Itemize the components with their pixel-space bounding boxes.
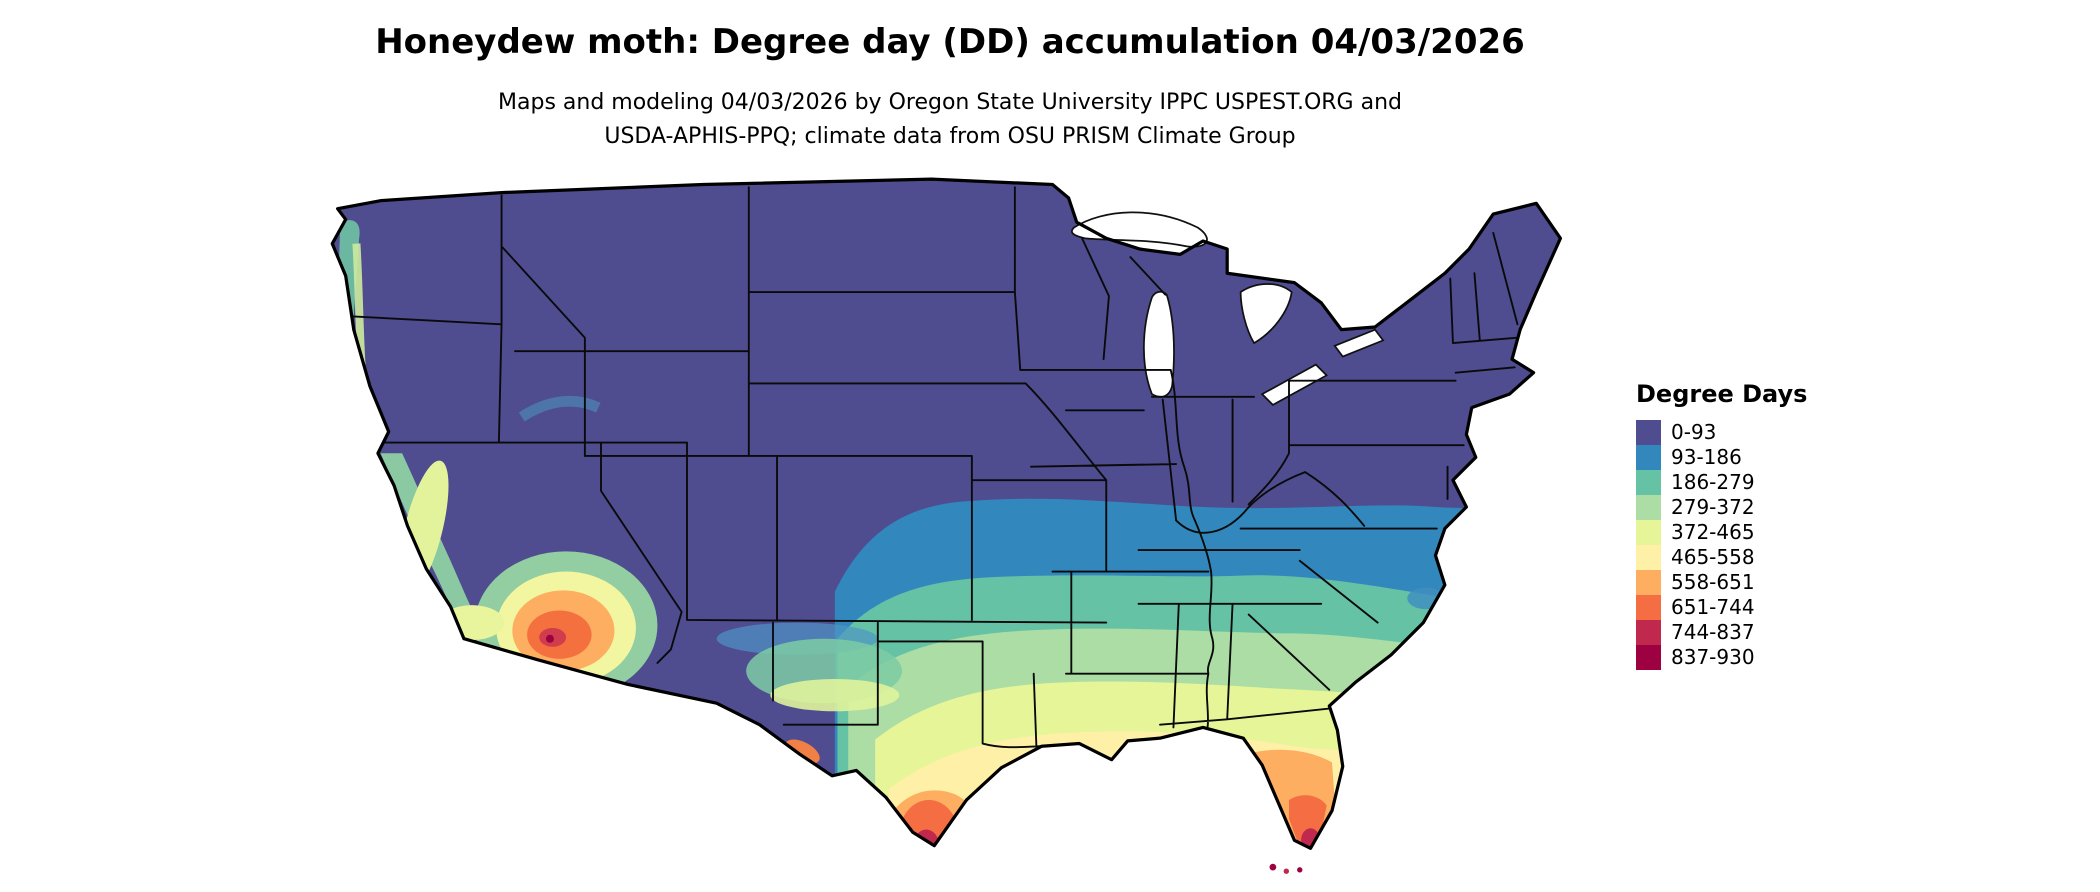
legend-item: 651-744 xyxy=(1636,595,1807,620)
legend-swatch xyxy=(1636,645,1661,670)
legend-label: 837-930 xyxy=(1671,645,1755,669)
florida-keys-dots xyxy=(1269,863,1303,874)
subtitle-line-2: USDA-APHIS-PPQ; climate data from OSU PR… xyxy=(604,124,1296,149)
legend-label: 465-558 xyxy=(1671,545,1755,569)
legend-label: 279-372 xyxy=(1671,495,1755,519)
legend-label: 372-465 xyxy=(1671,520,1755,544)
legend-item: 558-651 xyxy=(1636,570,1807,595)
legend-item: 744-837 xyxy=(1636,620,1807,645)
legend-item: 465-558 xyxy=(1636,545,1807,570)
legend-swatch xyxy=(1636,570,1661,595)
legend-swatch xyxy=(1636,520,1661,545)
legend-swatch xyxy=(1636,545,1661,570)
legend-item: 0-93 xyxy=(1636,420,1807,445)
page-title: Honeydew moth: Degree day (DD) accumulat… xyxy=(375,22,1525,62)
state-borders xyxy=(347,186,1519,749)
legend-swatch xyxy=(1636,470,1661,495)
arizona-hotspot xyxy=(474,551,658,700)
legend-label: 186-279 xyxy=(1671,470,1755,494)
legend-label: 0-93 xyxy=(1671,420,1717,444)
legend-item: 837-930 xyxy=(1636,645,1807,670)
us-degree-day-map xyxy=(300,168,1590,881)
map-svg xyxy=(330,177,1563,874)
legend-swatch xyxy=(1636,420,1661,445)
snake-plain-band xyxy=(518,395,601,422)
legend-item: 93-186 xyxy=(1636,445,1807,470)
legend-swatch xyxy=(1636,595,1661,620)
legend-label: 744-837 xyxy=(1671,620,1755,644)
subtitle-line-1: Maps and modeling 04/03/2026 by Oregon S… xyxy=(498,90,1402,115)
legend-item: 186-279 xyxy=(1636,470,1807,495)
lake-huron xyxy=(1239,283,1293,345)
lake-michigan xyxy=(1143,290,1175,398)
legend-item: 279-372 xyxy=(1636,495,1807,520)
legend-swatch xyxy=(1636,620,1661,645)
legend-label: 93-186 xyxy=(1671,445,1742,469)
legend-items: 0-93 93-186 186-279 279-372 372-465 465-… xyxy=(1636,420,1807,670)
degree-days-legend: Degree Days 0-93 93-186 186-279 279-372 … xyxy=(1636,380,1807,670)
legend-item: 372-465 xyxy=(1636,520,1807,545)
legend-label: 558-651 xyxy=(1671,570,1755,594)
degree-day-raster xyxy=(332,179,1561,849)
legend-swatch xyxy=(1636,445,1661,470)
new-mexico-bands xyxy=(716,622,902,764)
legend-title: Degree Days xyxy=(1636,380,1808,408)
carolina-coast-band xyxy=(1407,587,1445,610)
lake-erie xyxy=(1260,363,1329,406)
legend-label: 651-744 xyxy=(1671,595,1755,619)
lake-ontario xyxy=(1333,328,1385,358)
map-header: Honeydew moth: Degree day (DD) accumulat… xyxy=(0,22,1900,154)
legend-swatch xyxy=(1636,495,1661,520)
